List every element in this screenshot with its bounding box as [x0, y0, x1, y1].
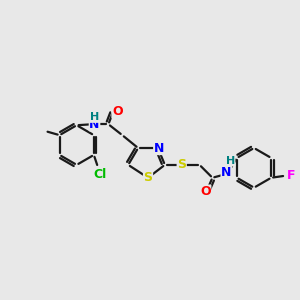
Text: N: N — [154, 142, 164, 154]
Text: S: S — [143, 171, 152, 184]
Text: H: H — [226, 156, 235, 166]
Text: N: N — [89, 118, 100, 131]
Text: F: F — [287, 169, 295, 182]
Text: O: O — [112, 105, 123, 118]
Text: S: S — [177, 158, 186, 171]
Text: N: N — [221, 166, 232, 179]
Text: Cl: Cl — [93, 168, 106, 181]
Text: O: O — [200, 185, 211, 198]
Text: H: H — [90, 112, 99, 122]
